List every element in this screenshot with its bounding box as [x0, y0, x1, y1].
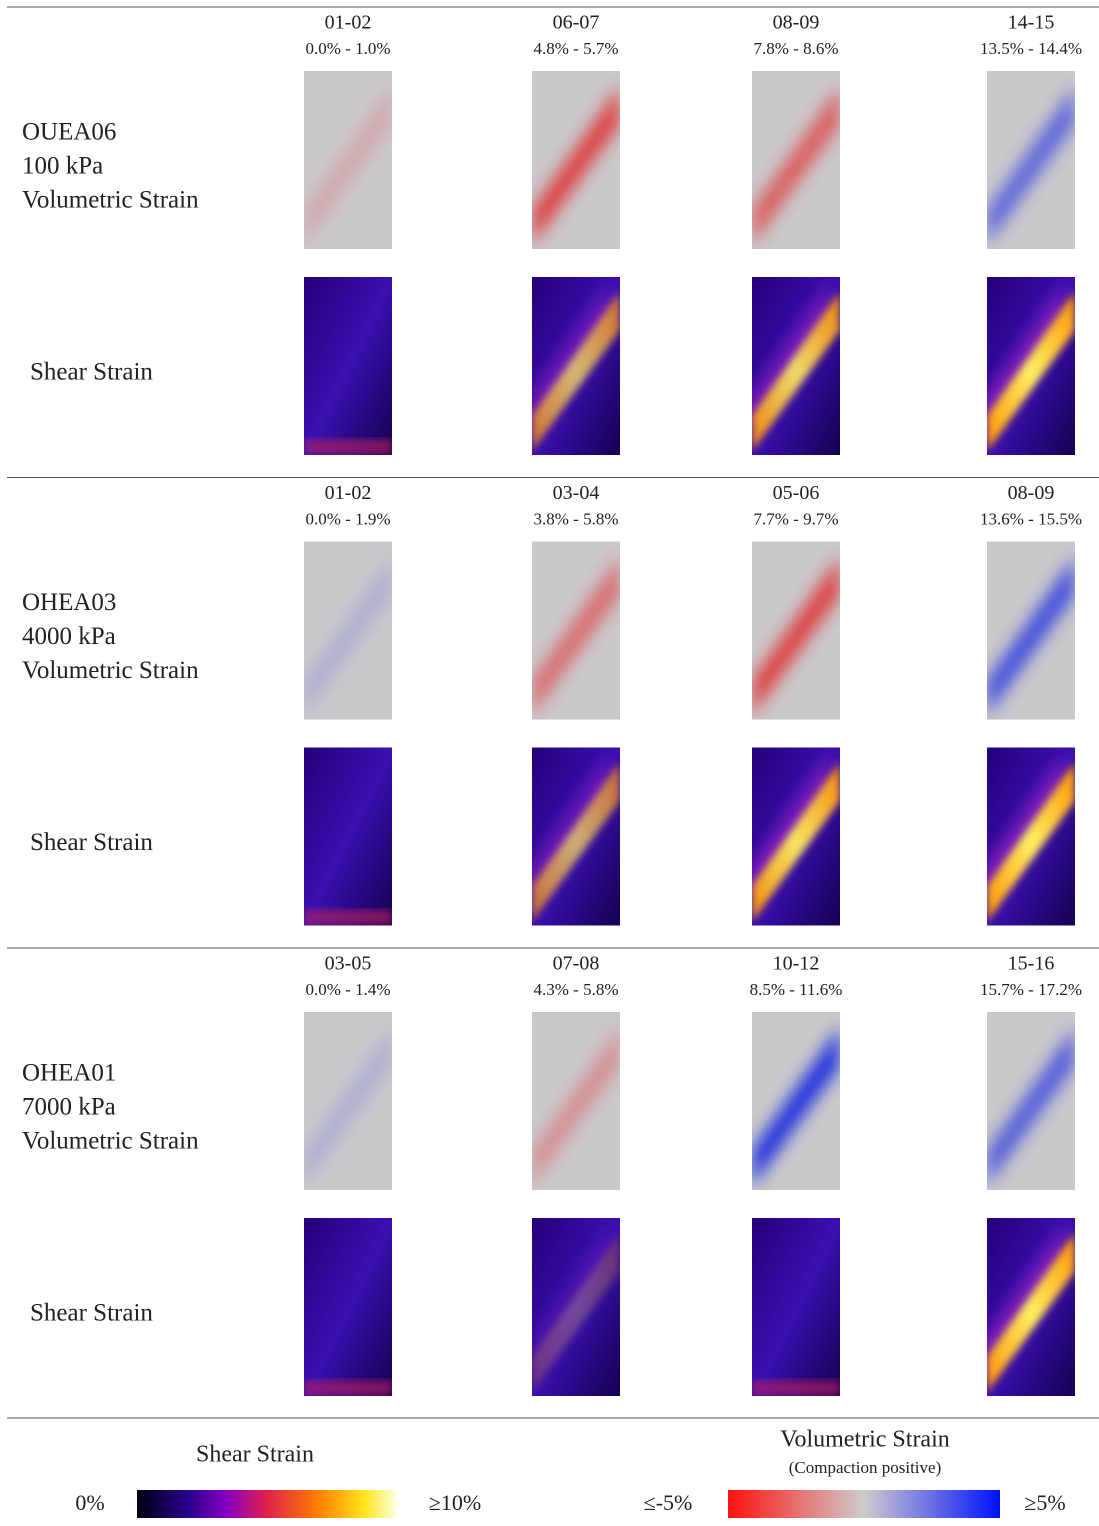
- volumetric-field: [752, 542, 840, 720]
- legend-min: 0%: [75, 1490, 104, 1515]
- strain-range: 13.5% - 14.4%: [980, 39, 1082, 58]
- strain-range: 13.6% - 15.5%: [980, 509, 1082, 528]
- increment-label: 03-05: [325, 953, 372, 975]
- field-bg: [752, 1218, 840, 1396]
- volumetric-field: [987, 542, 1075, 720]
- pressure-label: 4000 kPa: [22, 623, 116, 650]
- increment-label: 03-04: [553, 482, 600, 504]
- volumetric-field: [752, 1012, 840, 1190]
- increment-label: 07-08: [553, 953, 600, 975]
- strain-range: 8.5% - 11.6%: [750, 980, 843, 999]
- shear-field: [304, 277, 392, 455]
- specimen-label: OUEA06: [22, 119, 116, 146]
- legend-max: ≥5%: [1024, 1490, 1065, 1515]
- pressure-label: 7000 kPa: [22, 1094, 116, 1121]
- volumetric-field: [304, 71, 392, 249]
- strain-range: 3.8% - 5.8%: [534, 509, 619, 528]
- volumetric-field: [304, 1012, 392, 1190]
- increment-label: 01-02: [325, 482, 372, 504]
- increment-label: 06-07: [553, 12, 600, 34]
- shear-field: [522, 277, 620, 455]
- volumetric-field: [987, 71, 1075, 249]
- volumetric-field: [532, 1012, 620, 1190]
- legend-title: Volumetric Strain: [780, 1427, 950, 1453]
- volumetric-field: [987, 1012, 1075, 1190]
- field-bg: [304, 1218, 392, 1396]
- field-edge: [304, 439, 392, 455]
- specimen-label: OHEA03: [22, 589, 116, 616]
- row-label: Shear Strain: [30, 359, 153, 386]
- colorbar: [728, 1490, 1000, 1518]
- legend-subtitle: (Compaction positive): [789, 1458, 942, 1477]
- field-bg: [304, 748, 392, 926]
- pressure-label: 100 kPa: [22, 153, 103, 180]
- strain-range: 0.0% - 1.9%: [306, 509, 391, 528]
- figure: OUEA06 100 kPa Volumetric Strain Shear Stra…: [0, 0, 1099, 1521]
- shear-field: [977, 1218, 1075, 1396]
- increment-label: 10-12: [773, 953, 820, 975]
- strain-range: 0.0% - 1.0%: [306, 39, 391, 58]
- strain-range: 0.0% - 1.4%: [306, 980, 391, 999]
- increment-label: 15-16: [1008, 953, 1055, 975]
- increment-label: 01-02: [325, 12, 372, 34]
- row-label: Shear Strain: [30, 829, 153, 856]
- content: OUEA06 100 kPa Volumetric Strain Shear Stra…: [7, 7, 1099, 1518]
- shear-field: [977, 277, 1075, 455]
- volumetric-field: [304, 542, 392, 720]
- row-label: Volumetric Strain: [22, 657, 199, 684]
- increment-label: 08-09: [773, 12, 820, 34]
- increment-label: 05-06: [773, 482, 820, 504]
- volumetric-field: [752, 71, 840, 249]
- row-label: Shear Strain: [30, 1300, 153, 1327]
- shear-field: [304, 748, 392, 926]
- increment-label: 08-09: [1008, 482, 1055, 504]
- shear-field: [522, 1218, 620, 1396]
- field-edge: [304, 1380, 392, 1396]
- specimen-label: OHEA01: [22, 1060, 116, 1087]
- shear-field: [522, 748, 620, 926]
- legend-max: ≥10%: [429, 1490, 481, 1515]
- legend-min: ≤-5%: [644, 1490, 693, 1515]
- field-edge: [304, 910, 392, 926]
- strain-range: 15.7% - 17.2%: [980, 980, 1082, 999]
- volumetric-field: [532, 71, 620, 249]
- legend-title: Shear Strain: [196, 1442, 314, 1468]
- strain-range: 7.8% - 8.6%: [754, 39, 839, 58]
- increment-label: 14-15: [1008, 12, 1055, 34]
- shear-field: [742, 748, 840, 926]
- field-bg: [304, 277, 392, 455]
- strain-range: 4.8% - 5.7%: [534, 39, 619, 58]
- strain-range: 7.7% - 9.7%: [754, 509, 839, 528]
- colorbar: [137, 1490, 397, 1518]
- shear-field: [742, 277, 840, 455]
- field-edge: [752, 1380, 840, 1396]
- shear-field: [977, 748, 1075, 926]
- shear-field: [752, 1218, 840, 1396]
- volumetric-field: [532, 542, 620, 720]
- strain-range: 4.3% - 5.8%: [534, 980, 619, 999]
- shear-field: [304, 1218, 392, 1396]
- row-label: Volumetric Strain: [22, 187, 199, 214]
- row-label: Volumetric Strain: [22, 1128, 199, 1155]
